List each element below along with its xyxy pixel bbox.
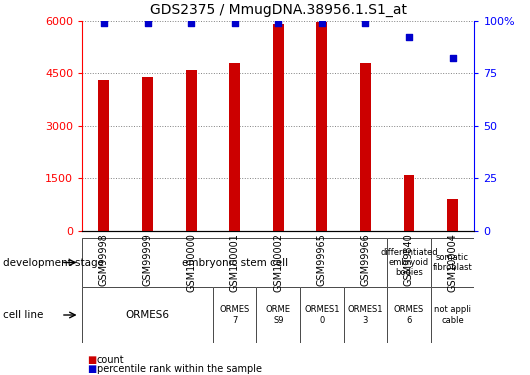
Bar	[316, 22, 328, 231]
Point	[143, 20, 152, 26]
Point	[274, 20, 282, 26]
Point	[448, 56, 457, 62]
Bar	[229, 63, 240, 231]
Text: ORMES6: ORMES6	[126, 310, 170, 320]
Point	[317, 20, 326, 26]
Text: ■: ■	[87, 355, 96, 365]
Text: not appli
cable: not appli cable	[434, 305, 471, 325]
Text: percentile rank within the sample: percentile rank within the sample	[97, 364, 262, 374]
Title: GDS2375 / MmugDNA.38956.1.S1_at: GDS2375 / MmugDNA.38956.1.S1_at	[150, 3, 407, 17]
Text: differentiated
embryoid
bodies: differentiated embryoid bodies	[380, 248, 438, 278]
Bar	[447, 199, 458, 231]
Bar	[273, 24, 284, 231]
Text: cell line: cell line	[3, 310, 43, 320]
Text: development stage: development stage	[3, 258, 104, 267]
Text: count: count	[97, 355, 125, 365]
Bar	[360, 63, 371, 231]
Bar	[403, 175, 414, 231]
Text: somatic
fibroblast: somatic fibroblast	[432, 253, 472, 272]
Text: ORMES
6: ORMES 6	[394, 305, 424, 325]
Text: ■: ■	[87, 364, 96, 374]
Text: embryonic stem cell: embryonic stem cell	[182, 258, 288, 267]
Point	[100, 20, 108, 26]
Point	[361, 20, 369, 26]
Text: ORME
S9: ORME S9	[266, 305, 291, 325]
Point	[231, 20, 239, 26]
Bar	[142, 76, 153, 231]
Point	[405, 34, 413, 40]
Point	[187, 20, 196, 26]
Bar	[186, 70, 197, 231]
Text: ORMES1
0: ORMES1 0	[304, 305, 340, 325]
Text: ORMES1
3: ORMES1 3	[348, 305, 383, 325]
Text: ORMES
7: ORMES 7	[219, 305, 250, 325]
Bar	[99, 80, 109, 231]
